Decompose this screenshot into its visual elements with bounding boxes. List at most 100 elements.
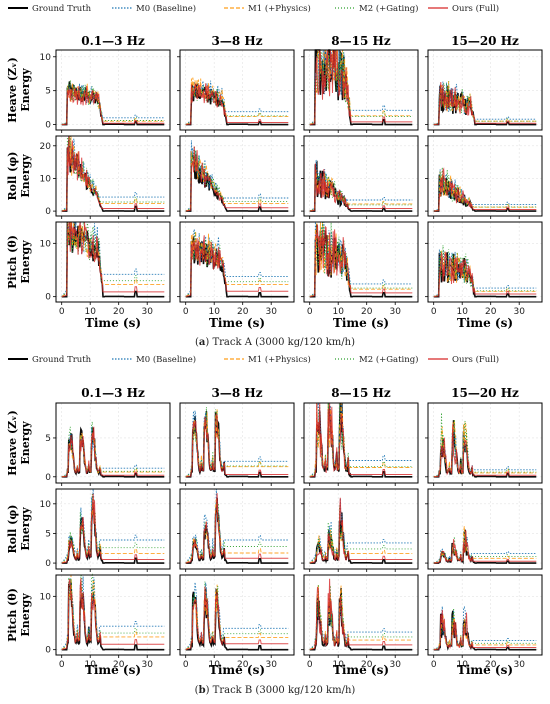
ytick-label-0-1-1: 10 bbox=[40, 174, 52, 184]
series-2-1-1-2 bbox=[309, 522, 413, 564]
legend-label-0-2: M1 (+Physics) bbox=[248, 3, 311, 14]
plot-frame-1-1-2 bbox=[303, 488, 419, 570]
series-2-0-2-3 bbox=[433, 249, 537, 298]
xtick-label-1-2-1: 10 bbox=[332, 660, 344, 670]
ytick-label-0-0-0: 0 bbox=[45, 121, 51, 131]
ylabel-unit-0-1: Energy bbox=[19, 154, 32, 198]
xtick-label-0-0-3: 30 bbox=[141, 307, 153, 317]
ytick-label-1-0-1: 5 bbox=[45, 434, 51, 444]
series-0-0-1-1 bbox=[185, 150, 289, 212]
series-1-0-2-1 bbox=[185, 229, 289, 297]
legend-label-1-0: Ground Truth bbox=[32, 355, 92, 365]
series-4-1-1-2 bbox=[309, 497, 413, 564]
column-title-1-0: 0.1—3 Hz bbox=[81, 386, 145, 400]
series-4-1-0-0 bbox=[61, 426, 165, 478]
plot-frame-0-1-2 bbox=[303, 135, 419, 217]
plot-frame-0-2-0 bbox=[55, 221, 171, 303]
column-title-1-2: 8—15 Hz bbox=[331, 386, 391, 400]
ylabel-unit-1-2: Energy bbox=[19, 593, 32, 637]
plot-frame-1-2-2 bbox=[303, 574, 419, 656]
xtick-label-1-0-0: 0 bbox=[59, 660, 65, 670]
xtick-label-0-1-3: 30 bbox=[265, 307, 277, 317]
xtick-label-1-0-2: 20 bbox=[113, 660, 125, 670]
plot-bg-1-0-3 bbox=[428, 403, 542, 483]
plot-frame-0-0-1 bbox=[179, 49, 295, 131]
series-4-0-2-2 bbox=[309, 224, 413, 298]
series-3-1-0-1 bbox=[185, 407, 289, 478]
series-4-1-1-3 bbox=[433, 530, 537, 564]
series-0-0-1-3 bbox=[433, 174, 537, 212]
xlabel-0-1: Time (s) bbox=[209, 316, 265, 330]
legend-label-0-1: M0 (Baseline) bbox=[136, 3, 196, 14]
ylabel-name-1-2: Pitch (θ) bbox=[6, 588, 19, 642]
ytick-label-1-1-0: 0 bbox=[45, 559, 51, 569]
plot-frame-1-1-3 bbox=[427, 488, 543, 570]
xtick-label-0-3-3: 30 bbox=[513, 307, 525, 317]
ylabel-0-1: Roll (φ) Energy bbox=[6, 151, 32, 200]
legend-label-1-4: Ours (Full) bbox=[452, 354, 499, 365]
plot-frame-0-0-0 bbox=[55, 49, 171, 131]
plot-bg-1-2-2 bbox=[304, 575, 418, 655]
plot-frame-1-2-1 bbox=[179, 574, 295, 656]
xlabel-1-2: Time (s) bbox=[333, 663, 389, 677]
xlabel-0-0: Time (s) bbox=[85, 316, 141, 330]
plot-frame-1-0-1 bbox=[179, 402, 295, 484]
ylabel-name-1-1: Roll (φ) bbox=[6, 504, 19, 553]
series-2-1-0-3 bbox=[433, 420, 537, 478]
series-3-0-1-3 bbox=[433, 167, 537, 212]
series-2-1-1-1 bbox=[185, 499, 289, 564]
series-1-1-1-2 bbox=[309, 498, 413, 564]
xtick-label-0-1-1: 10 bbox=[208, 307, 220, 317]
ytick-label-0-2-1: 10 bbox=[40, 239, 52, 249]
series-3-0-1-2 bbox=[309, 173, 413, 212]
ytick-label-0-1-2: 20 bbox=[40, 142, 52, 152]
xtick-label-1-2-2: 20 bbox=[361, 660, 373, 670]
plot-frame-0-1-3 bbox=[427, 135, 543, 217]
series-2-0-0-2 bbox=[309, 49, 413, 125]
series-0-1-2-0 bbox=[61, 582, 165, 651]
ylabel-1-0: Heave (Zᵥ) Energy bbox=[6, 410, 32, 476]
xtick-label-0-3-1: 10 bbox=[456, 307, 468, 317]
plot-bg-1-1-3 bbox=[428, 489, 542, 569]
ytick-label-1-2-0: 0 bbox=[45, 646, 51, 656]
series-2-0-2-0 bbox=[61, 221, 165, 298]
ylabel-1-2: Pitch (θ) Energy bbox=[6, 588, 32, 642]
xtick-label-0-3-0: 0 bbox=[431, 307, 437, 317]
ylabel-name-0-0: Heave (Zᵥ) bbox=[6, 57, 19, 123]
xtick-label-1-0-1: 10 bbox=[84, 660, 96, 670]
xlabel-1-1: Time (s) bbox=[209, 663, 265, 677]
series-4-0-0-1 bbox=[185, 83, 289, 126]
series-4-1-2-1 bbox=[185, 586, 289, 651]
ylabel-unit-0-2: Energy bbox=[19, 240, 32, 284]
plot-bg-0-1-3 bbox=[428, 136, 542, 216]
series-0-0-2-2 bbox=[309, 224, 413, 298]
legend-label-0-0: Ground Truth bbox=[32, 4, 92, 14]
plot-frame-0-0-3 bbox=[427, 49, 543, 131]
ytick-label-1-1-2: 10 bbox=[40, 500, 52, 510]
series-0-0-0-0 bbox=[61, 81, 165, 126]
series-1-1-1-0 bbox=[61, 488, 165, 564]
series-0-0-2-1 bbox=[185, 235, 289, 298]
series-0-1-1-1 bbox=[185, 497, 289, 564]
series-4-0-0-3 bbox=[433, 82, 537, 126]
plot-frame-1-1-0 bbox=[55, 488, 171, 570]
plot-frame-0-0-2 bbox=[303, 49, 419, 131]
xtick-label-1-3-0: 0 bbox=[431, 660, 437, 670]
series-4-1-2-3 bbox=[433, 609, 537, 651]
xlabel-1-0: Time (s) bbox=[85, 663, 141, 677]
plot-bg-1-1-2 bbox=[304, 489, 418, 569]
series-1-0-2-2 bbox=[309, 221, 413, 298]
caption-0: (a) Track A (3000 kg/120 km/h) bbox=[195, 337, 355, 348]
ylabel-0-0: Heave (Zᵥ) Energy bbox=[6, 57, 32, 123]
plot-frame-0-2-3 bbox=[427, 221, 543, 303]
ytick-label-1-0-0: 0 bbox=[45, 473, 51, 483]
series-0-1-1-0 bbox=[61, 502, 165, 564]
series-3-0-0-3 bbox=[433, 81, 537, 126]
series-0-1-0-1 bbox=[185, 411, 289, 478]
series-2-1-2-0 bbox=[61, 574, 165, 651]
series-3-1-1-1 bbox=[185, 501, 289, 564]
plot-frame-1-0-0 bbox=[55, 402, 171, 484]
series-3-1-2-1 bbox=[185, 581, 289, 651]
ylabel-unit-1-0: Energy bbox=[19, 421, 32, 465]
